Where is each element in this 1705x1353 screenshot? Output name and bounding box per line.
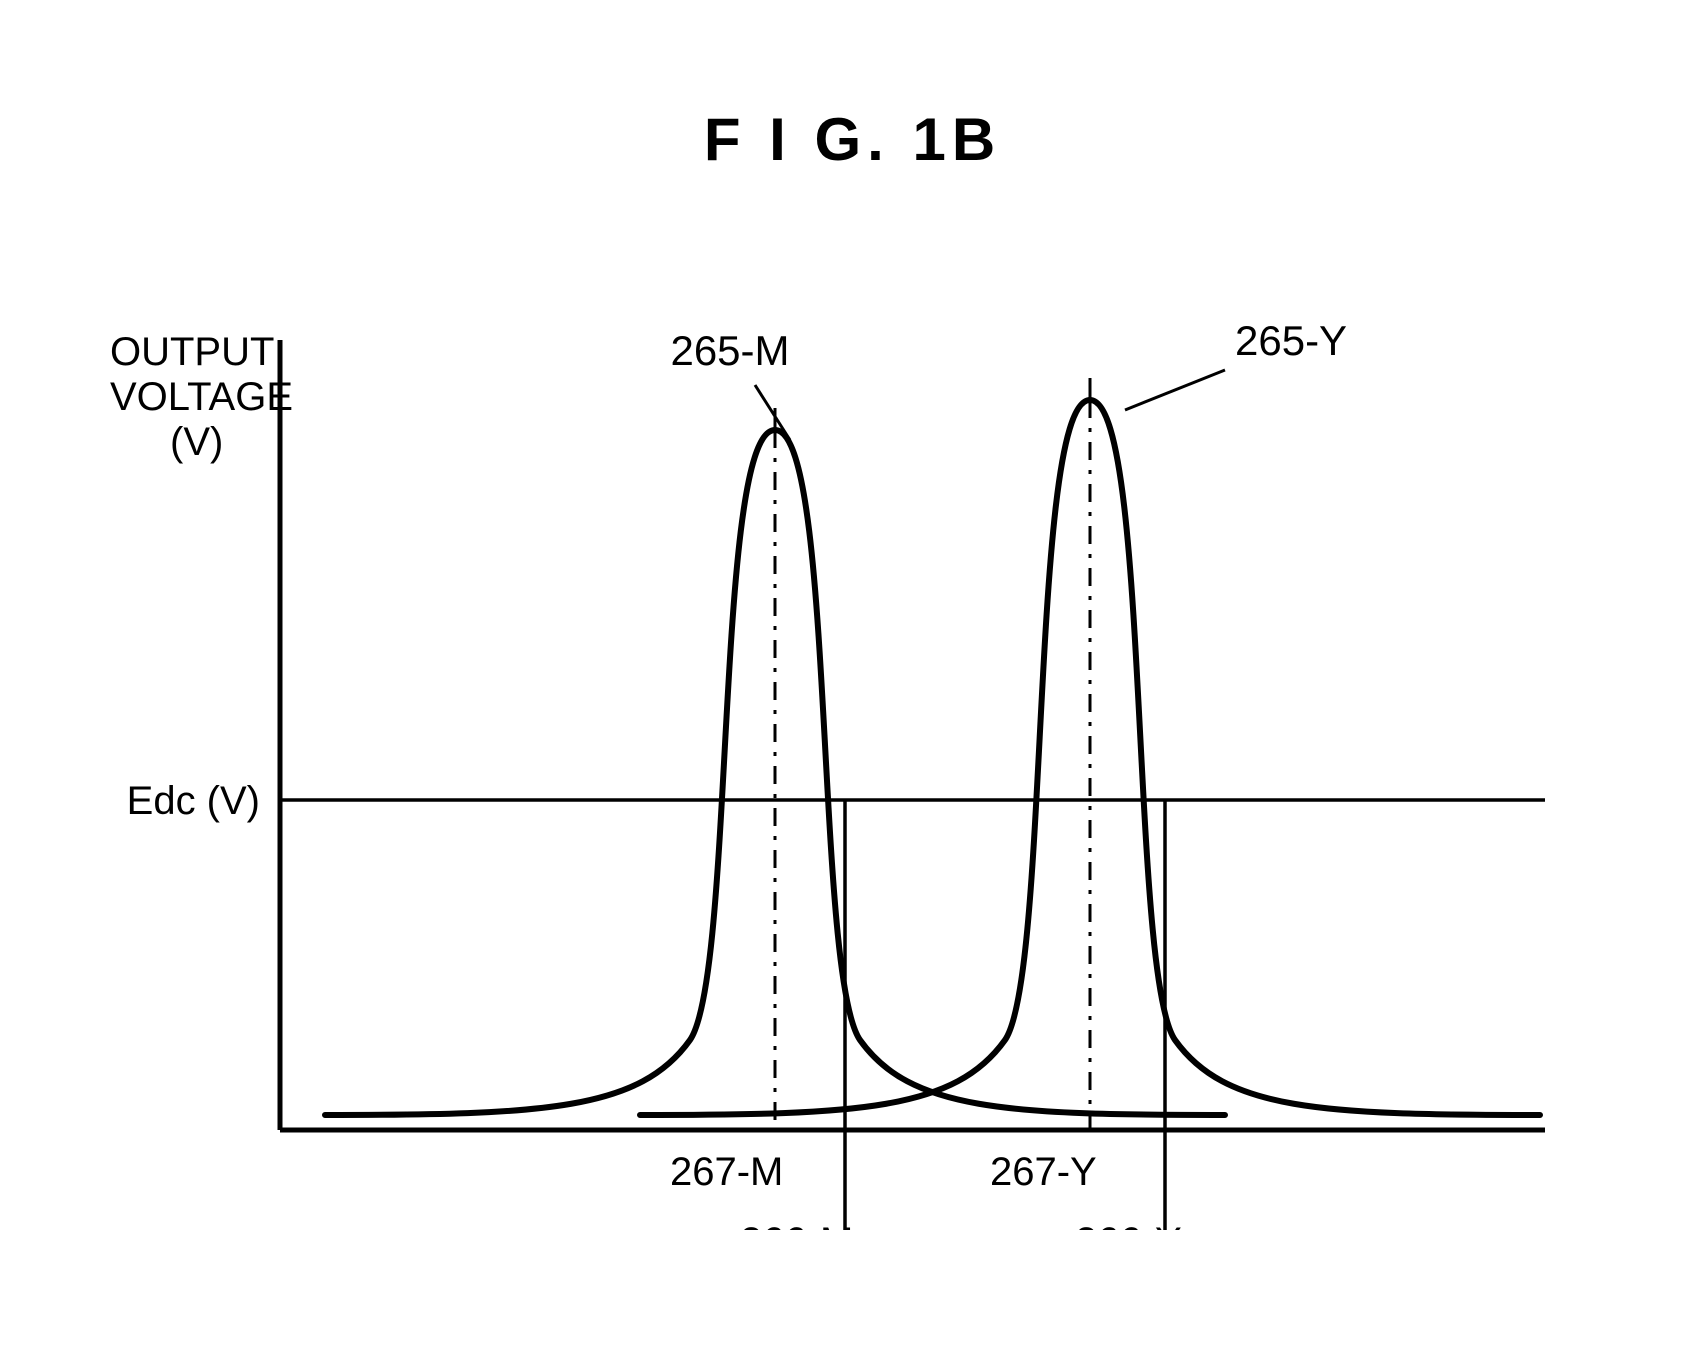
center-label-M: 267-M [670,1150,783,1194]
resonance-chart: Edc (V) 265-M 265-Y OUTPUTVOLTAGE(V) 267-M 26… [75,310,1615,1230]
curve-label-M: 265-M [670,327,789,374]
y-axis-label-2: VOLTAGE [110,375,293,419]
center-label-Y: 267-Y [990,1150,1097,1194]
page: F I G. 1B Edc (V) 265-M 265-Y OUTPUTVOLTAGE… [0,0,1705,1353]
y-axis-label-3: (V) [170,420,223,464]
chart-container: Edc (V) 265-M 265-Y OUTPUTVOLTAGE(V) 267-M 26… [75,310,1615,1230]
drive-label-M: 266-M [740,1220,853,1230]
plot-area [280,340,1545,1130]
y-axis-label-1: OUTPUT [110,330,274,374]
curve-label-Y: 265-Y [1235,317,1347,364]
drive-label-Y: 266-Y [1075,1220,1182,1230]
edc-label: Edc (V) [127,779,260,823]
figure-title: F I G. 1B [0,105,1705,174]
